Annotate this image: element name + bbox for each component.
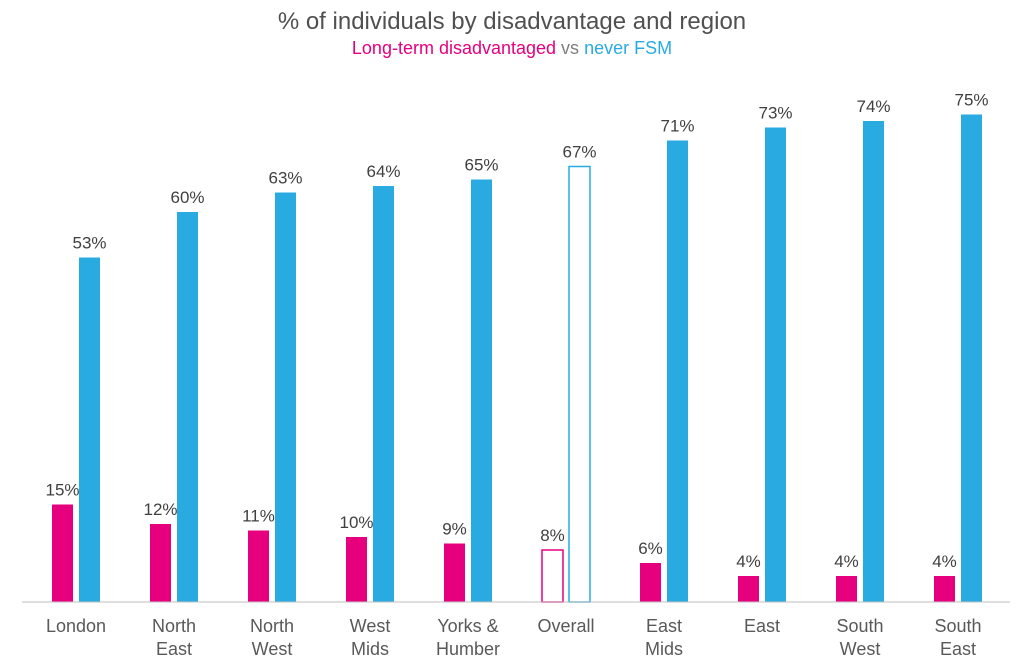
chart-subtitle: Long-term disadvantaged vs never FSM: [0, 38, 1024, 59]
x-tick-label: Overall: [537, 616, 594, 636]
x-tick-label-line: East: [940, 639, 976, 659]
data-label: 71%: [660, 117, 694, 136]
bar-disadvantaged: [52, 504, 73, 602]
bar-never-fsm: [373, 186, 394, 602]
subtitle-vs: vs: [556, 38, 585, 58]
x-tick-labels-group: London North East North West West Mids Yorks & H…: [46, 616, 982, 659]
bar-never-fsm: [177, 212, 198, 602]
x-tick-label-line: Overall: [537, 616, 594, 636]
x-tick-label-line: South: [934, 616, 981, 636]
bar-disadvantaged: [150, 524, 171, 602]
x-tick-label-line: West: [350, 616, 391, 636]
bar-disadvantaged: [836, 576, 857, 602]
x-tick-label: North East: [152, 616, 196, 659]
bar-disadvantaged: [248, 530, 269, 602]
bar-disadvantaged: [541, 549, 564, 603]
x-tick-label-line: West: [840, 639, 881, 659]
data-label: 6%: [638, 539, 663, 558]
subtitle-series-2: never FSM: [584, 38, 673, 58]
data-label: 75%: [954, 91, 988, 110]
data-label: 4%: [834, 552, 859, 571]
x-tick-label: South East: [934, 616, 981, 659]
x-tick-label: West Mids: [350, 616, 391, 659]
data-label: 65%: [464, 156, 498, 175]
data-label: 4%: [932, 552, 957, 571]
x-tick-label-line: South: [836, 616, 883, 636]
data-label: 63%: [268, 169, 302, 188]
x-tick-label: North West: [250, 616, 294, 659]
data-label: 74%: [856, 97, 890, 116]
subtitle-series-1: Long-term disadvantaged: [351, 38, 557, 58]
bar-never-fsm: [667, 140, 688, 602]
x-tick-label: South West: [836, 616, 883, 659]
bar-never-fsm: [79, 257, 100, 602]
bars-group: [52, 114, 982, 603]
x-tick-label: East: [744, 616, 780, 636]
x-tick-label-line: Humber: [436, 639, 500, 659]
data-label: 12%: [143, 500, 177, 519]
x-tick-label-line: Yorks &: [437, 616, 498, 636]
chart-title: % of individuals by disadvantage and reg…: [277, 8, 747, 35]
x-tick-label: Yorks & Humber: [436, 616, 500, 659]
x-tick-label-line: East: [156, 639, 192, 659]
data-label: 53%: [72, 234, 106, 253]
data-label: 64%: [366, 162, 400, 181]
bar-disadvantaged: [934, 576, 955, 602]
x-tick-label-line: North: [152, 616, 196, 636]
x-tick-label-line: North: [250, 616, 294, 636]
bar-never-fsm: [471, 179, 492, 602]
data-label: 60%: [170, 188, 204, 207]
bar-never-fsm: [863, 121, 884, 602]
bar-never-fsm: [765, 127, 786, 602]
data-label: 15%: [45, 481, 79, 500]
bar-disadvantaged: [346, 537, 367, 602]
x-tick-label-line: Mids: [351, 639, 389, 659]
value-labels-group: 15% 53% 12% 60% 11% 63% 10% 64% 9% 65% 8% 67% 6% 71% 4…: [45, 91, 988, 572]
bar-never-fsm: [961, 114, 982, 602]
x-tick-label-line: Mids: [645, 639, 683, 659]
x-tick-label-line: West: [252, 639, 293, 659]
data-label: 11%: [242, 507, 275, 526]
data-label: 8%: [540, 526, 565, 545]
data-label: 67%: [562, 143, 596, 162]
data-label: 4%: [736, 552, 761, 571]
data-label: 9%: [442, 520, 467, 539]
data-label: 10%: [339, 513, 373, 532]
bar-disadvantaged: [444, 543, 465, 602]
bar-disadvantaged: [738, 576, 759, 602]
x-tick-label-line: East: [646, 616, 682, 636]
bar-never-fsm: [568, 165, 591, 603]
x-tick-label: London: [46, 616, 106, 636]
x-tick-label-line: East: [744, 616, 780, 636]
bar-never-fsm: [275, 192, 296, 602]
bar-disadvantaged: [640, 563, 661, 602]
x-tick-label-line: London: [46, 616, 106, 636]
data-label: 73%: [758, 104, 792, 123]
x-tick-label: East Mids: [645, 616, 683, 659]
